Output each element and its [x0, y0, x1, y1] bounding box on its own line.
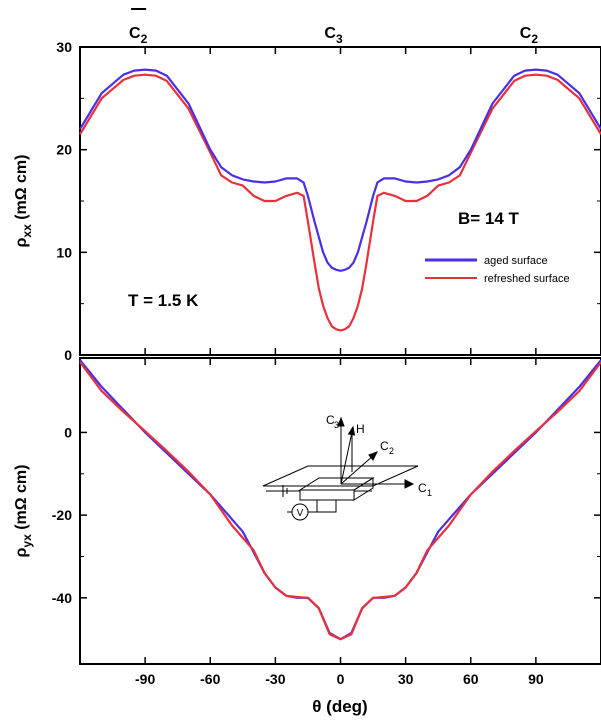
top-axis-label-sub-0: 2 — [141, 32, 148, 46]
bottom-xtick-label-5: 60 — [463, 671, 479, 687]
top-y-axis-title-unit: (mΩ cm) — [13, 155, 30, 225]
x-axis-title: θ (deg) — [312, 697, 367, 716]
inset-voltmeter — [291, 503, 309, 521]
legend-label-aged: aged surface — [484, 255, 548, 267]
top-axis-label-sub-2: 2 — [531, 32, 538, 46]
bottom-y-axis-title-subscript: yx — [20, 534, 34, 548]
top-annotation-field: B= 14 T — [458, 209, 520, 228]
bottom-xtick-label-1: -60 — [200, 671, 220, 687]
top-y-axis-title-subscript: xx — [20, 224, 34, 238]
bottom-ytick-label-0: -40 — [52, 590, 72, 606]
bottom-panel: -40 -20 0 ρyx (mΩ cm) -90 -60 -30 0 30 60 90 θ (de… — [13, 357, 601, 716]
inset-label-c2-base: C — [380, 439, 389, 453]
inset-plane — [262, 465, 419, 487]
bottom-plot-frame — [79, 357, 601, 665]
bottom-xtick-label-6: 90 — [528, 671, 544, 687]
top-ytick-label-1: 10 — [56, 244, 72, 260]
bottom-curves — [79, 359, 601, 641]
top-ytick-label-2: 20 — [56, 142, 72, 158]
bottom-y-axis-title-symbol: ρ — [13, 548, 30, 558]
bottom-xtick-label-3: 0 — [337, 671, 345, 687]
bottom-axes: -40 -20 0 ρyx (mΩ cm) -90 -60 -30 0 30 60 90 — [13, 358, 601, 687]
top-axis-label-base-1: C — [324, 25, 336, 42]
bottom-xtick-label-2: -30 — [265, 671, 285, 687]
bottom-series-refreshed — [79, 361, 601, 641]
inset-label-c3-sub: 3 — [334, 420, 339, 430]
top-series-aged — [79, 68, 601, 272]
inset-current-source — [282, 485, 288, 497]
top-ytick-label-3: 30 — [56, 39, 72, 55]
top-ytick-label-0: 0 — [64, 347, 72, 363]
inset-sample-side — [353, 477, 374, 501]
top-axis-label-sub-1: 3 — [336, 32, 343, 46]
inset-label-c2-sub: 2 — [389, 446, 394, 456]
top-y-axis-title: ρxx (mΩ cm) — [13, 155, 34, 248]
bottom-y-axis-title: ρyx (mΩ cm) — [13, 465, 34, 558]
top-series-refreshed — [79, 73, 601, 332]
inset-axis-c1-arrow — [404, 479, 415, 489]
bottom-ytick-label-2: 0 — [64, 424, 72, 440]
legend: aged surface refreshed surface — [425, 255, 570, 285]
inset-axis-c3-arrow — [337, 416, 345, 427]
top-axis-label-base-0: C — [129, 25, 141, 42]
top-axis-label-1: C3 — [324, 25, 343, 46]
inset-label-c1-sub: 1 — [427, 488, 432, 498]
top-axis-label-0: C2 — [129, 25, 148, 46]
inset-axis-c2 — [340, 454, 375, 485]
inset-sample-front — [299, 489, 355, 501]
inset-label-c1-base: C — [418, 481, 427, 495]
inset-voltage-leads — [287, 500, 337, 513]
inset-label-c3-base: C — [326, 413, 335, 427]
top-y-axis-title-symbol: ρ — [13, 238, 30, 248]
top-axis-label-2: C2 — [520, 25, 539, 46]
legend-label-refreshed: refreshed surface — [484, 273, 570, 285]
inset-label-h: H — [356, 422, 365, 436]
bottom-y-axis-title-unit: (mΩ cm) — [13, 465, 30, 535]
inset-label-v: V — [297, 508, 304, 519]
bottom-ytick-label-1: -20 — [52, 507, 72, 523]
top-curves — [79, 68, 601, 332]
top-axis-label-base-2: C — [520, 25, 532, 42]
top-annotation-temperature: T = 1.5 K — [128, 291, 199, 310]
measurement-geometry-inset — [262, 416, 419, 521]
inset-field-h — [340, 431, 353, 485]
bottom-xtick-label-4: 30 — [398, 671, 414, 687]
bottom-xtick-label-0: -90 — [135, 671, 155, 687]
inset-axis-c2-arrow — [368, 451, 379, 461]
